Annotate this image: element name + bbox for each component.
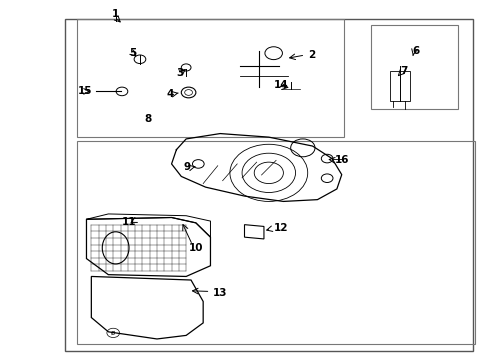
Text: 7: 7	[399, 66, 407, 76]
Text: 14: 14	[273, 80, 288, 90]
Text: 2: 2	[307, 50, 314, 60]
Text: 1: 1	[112, 9, 119, 19]
Text: 12: 12	[273, 223, 287, 233]
Text: 10: 10	[188, 243, 203, 253]
Bar	[389, 71, 409, 102]
Text: 16: 16	[334, 156, 348, 165]
Text: 11: 11	[122, 217, 136, 227]
Text: 8: 8	[144, 113, 152, 123]
Text: ø: ø	[111, 330, 115, 336]
Text: 6: 6	[411, 46, 419, 56]
Text: 5: 5	[128, 48, 136, 58]
Text: 13: 13	[212, 288, 227, 297]
Text: 15: 15	[78, 86, 93, 96]
Text: 3: 3	[176, 68, 183, 78]
Text: 9: 9	[183, 162, 190, 172]
Text: 4: 4	[166, 89, 174, 99]
